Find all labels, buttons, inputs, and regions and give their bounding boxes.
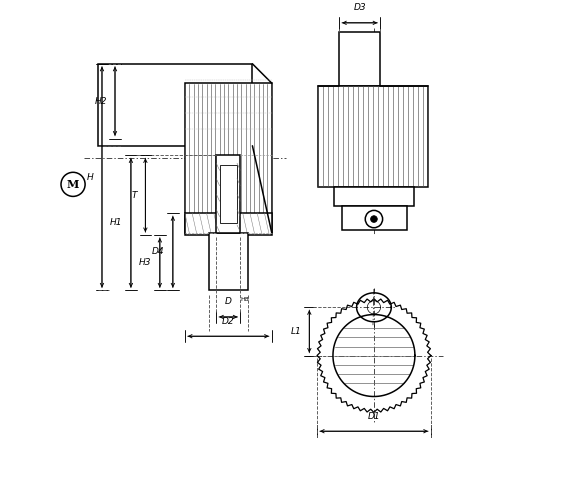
Text: H2: H2 xyxy=(94,97,107,106)
Text: H: H xyxy=(87,173,94,182)
Text: H3: H3 xyxy=(139,258,152,267)
Text: D: D xyxy=(225,297,232,306)
Bar xyxy=(217,155,240,233)
Text: D4: D4 xyxy=(152,247,165,257)
Bar xyxy=(185,213,272,235)
Text: H1: H1 xyxy=(110,218,123,227)
Bar xyxy=(209,233,247,290)
Text: D2: D2 xyxy=(222,317,235,326)
Circle shape xyxy=(365,211,382,228)
Bar xyxy=(185,83,272,233)
Bar xyxy=(335,187,414,206)
Bar xyxy=(339,32,380,86)
Text: H8: H8 xyxy=(240,298,249,302)
Text: L1: L1 xyxy=(290,327,301,336)
Text: T: T xyxy=(132,191,137,200)
Bar xyxy=(98,64,253,146)
Circle shape xyxy=(371,216,377,223)
Bar xyxy=(342,206,407,230)
Text: D1: D1 xyxy=(368,411,380,421)
Bar xyxy=(318,86,428,187)
Text: M: M xyxy=(67,179,79,190)
Bar xyxy=(219,165,237,223)
Text: D3: D3 xyxy=(353,3,366,12)
